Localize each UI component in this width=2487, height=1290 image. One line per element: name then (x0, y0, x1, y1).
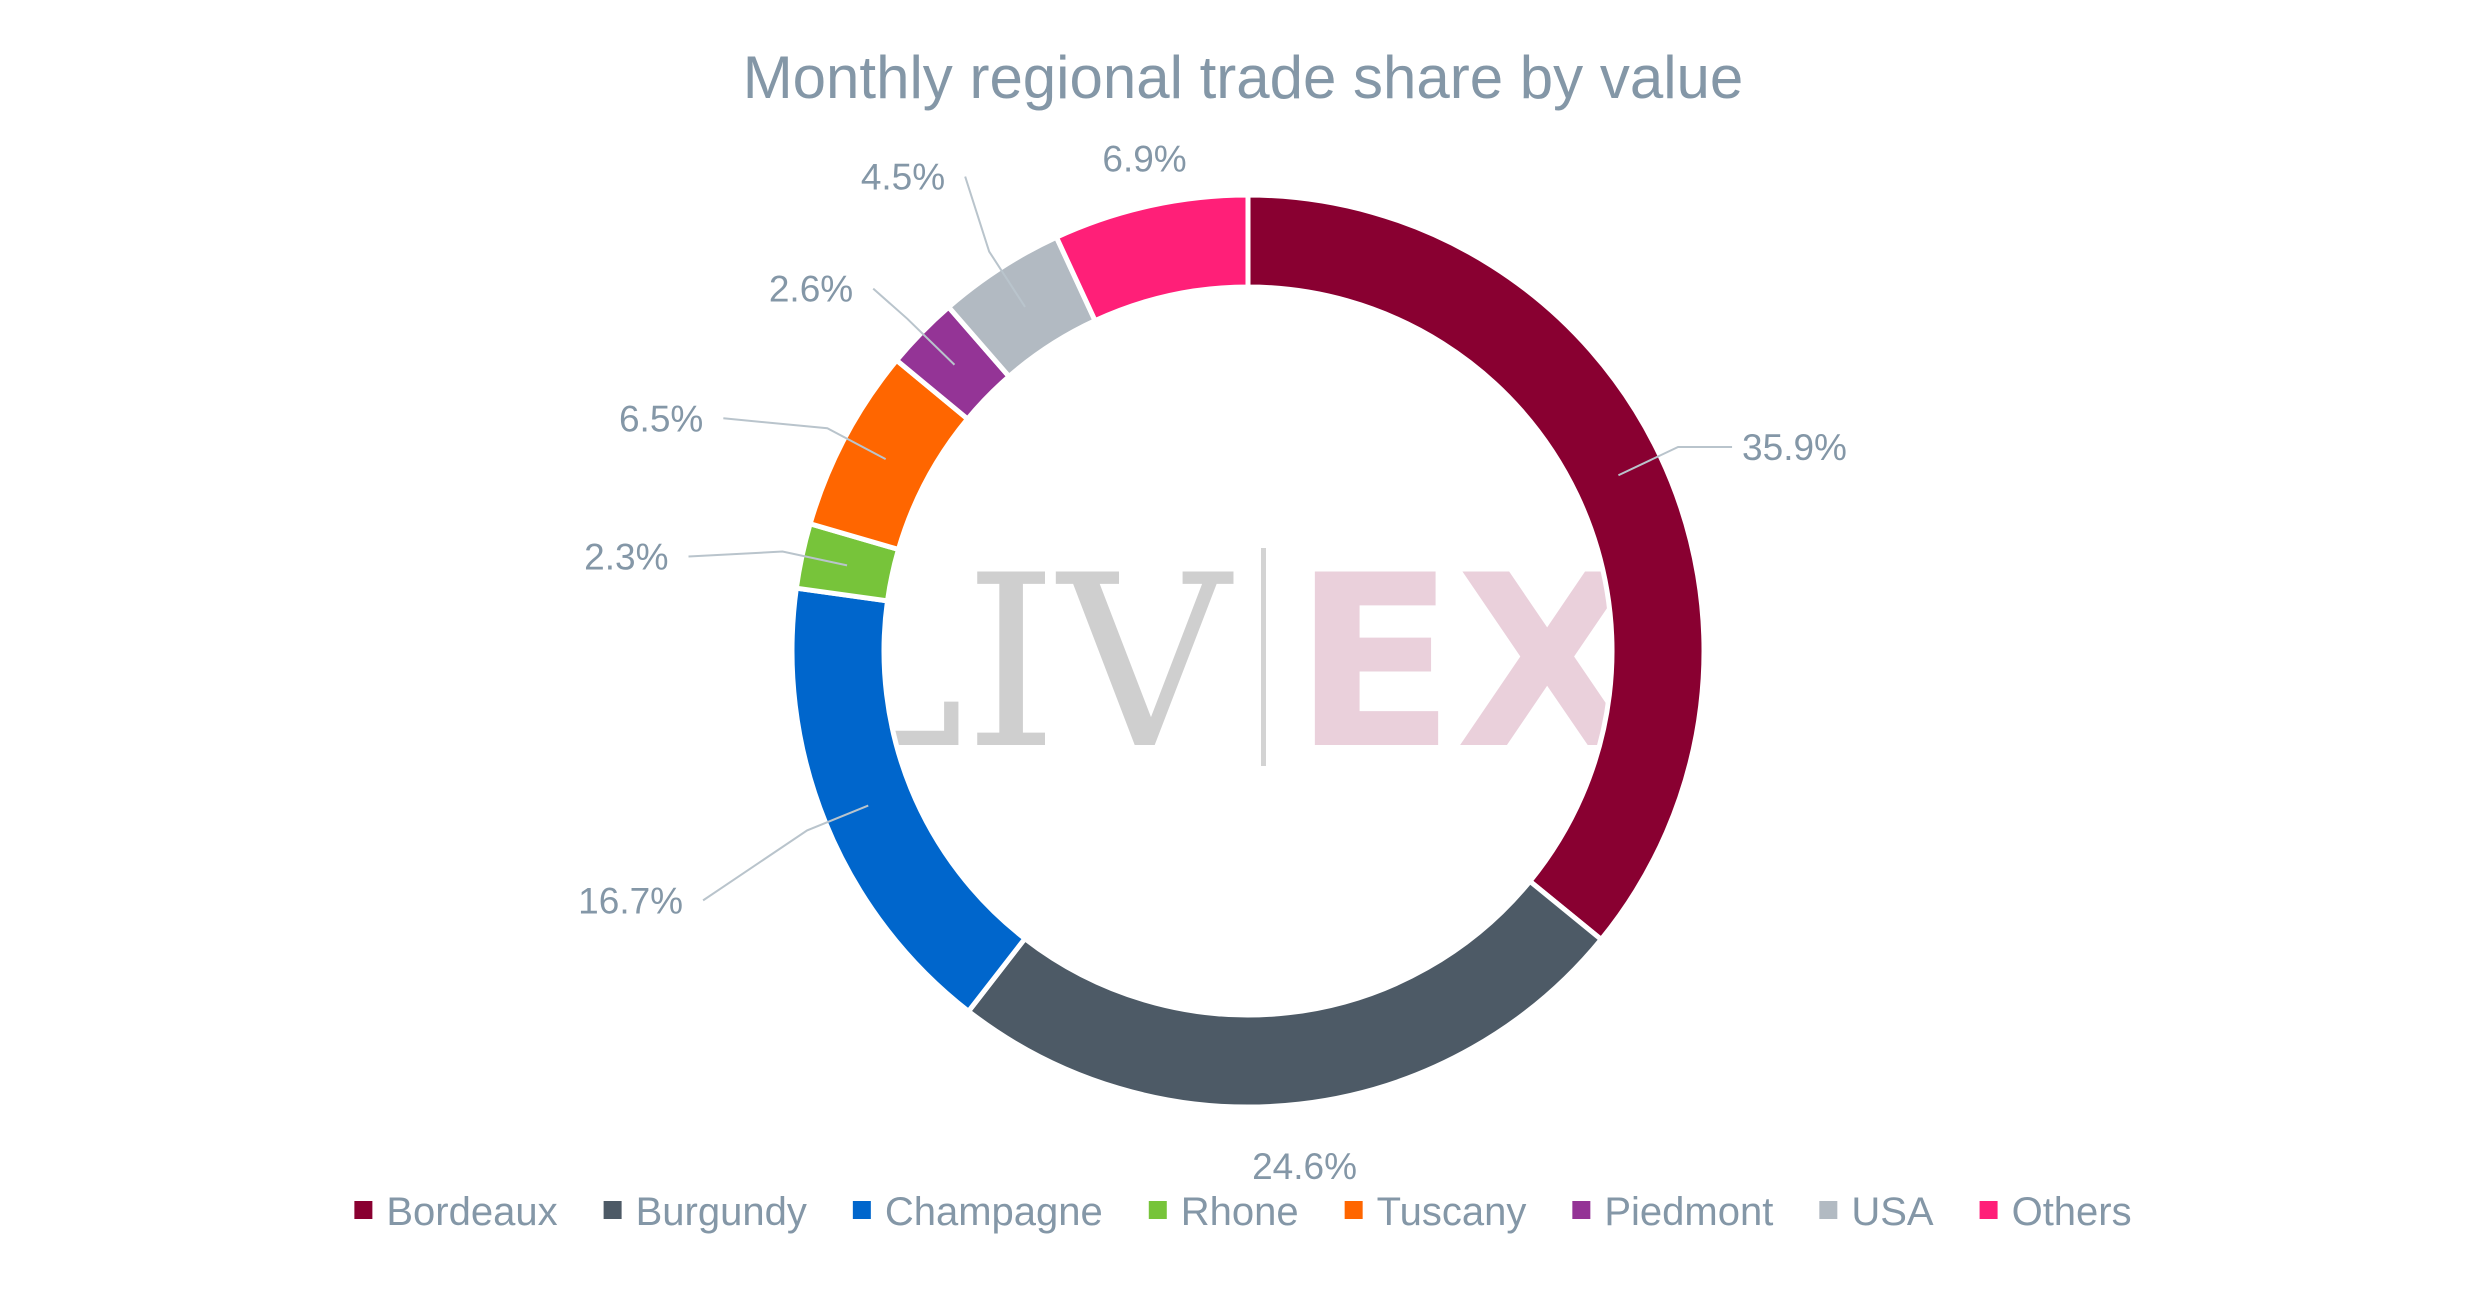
slice-others (1053, 192, 1251, 324)
legend-label-champagne: Champagne (885, 1190, 1103, 1234)
legend-label-burgundy: Burgundy (636, 1190, 807, 1234)
legend-item-burgundy: Burgundy (603, 1190, 807, 1234)
legend-label-others: Others (2012, 1190, 2132, 1234)
legend-swatch-usa (1819, 1201, 1838, 1219)
data-labels: 35.9% 24.6% 16.7% 2.3% 6.5% 2.6% 4.5% 6.9% (578, 138, 1847, 1187)
legend-swatch-piedmont (1572, 1201, 1591, 1219)
watermark-divider (1261, 548, 1266, 766)
legend-label-bordeaux: Bordeaux (386, 1190, 557, 1234)
legend-swatch-champagne (852, 1201, 871, 1219)
donut-slices (789, 192, 1707, 1110)
leader-line-piedmont (872, 287, 956, 366)
leader-line-bordeaux (1618, 445, 1733, 477)
legend-label-tuscany: Tuscany (1377, 1190, 1527, 1234)
leader-line-tuscany (723, 417, 887, 461)
legend-item-piedmont: Piedmont (1572, 1190, 1773, 1234)
leader-line-champagne (702, 804, 869, 902)
data-label-champagne: 16.7% (578, 880, 683, 921)
legend-swatch-rhone (1148, 1201, 1167, 1219)
legend-swatch-tuscany (1344, 1201, 1363, 1219)
legend-label-usa: USA (1851, 1190, 1934, 1234)
legend-swatch-bordeaux (354, 1201, 373, 1219)
data-label-usa: 4.5% (861, 157, 945, 198)
legend-item-bordeaux: Bordeaux (354, 1190, 558, 1234)
watermark-logo: LIV EX (806, 525, 1639, 802)
legend-label-rhone: Rhone (1181, 1190, 1299, 1234)
leader-line-rhone (688, 550, 848, 567)
watermark-ex: EX (1293, 525, 1639, 802)
data-label-rhone: 2.3% (584, 537, 668, 578)
legend-item-usa: USA (1819, 1190, 1934, 1234)
legend-swatch-burgundy (603, 1201, 622, 1219)
legend-item-others: Others (1979, 1190, 2132, 1234)
data-label-piedmont: 2.6% (769, 269, 853, 310)
data-label-tuscany: 6.5% (619, 398, 703, 439)
legend-swatch-others (1979, 1201, 1998, 1219)
slice-burgundy (965, 877, 1605, 1110)
data-label-burgundy: 24.6% (1252, 1146, 1357, 1187)
legend-item-rhone: Rhone (1148, 1190, 1299, 1234)
slice-bordeaux (1245, 192, 1707, 943)
legend-item-champagne: Champagne (852, 1190, 1103, 1234)
data-label-others: 6.9% (1102, 138, 1186, 179)
leader-lines (688, 176, 1733, 902)
legend-label-piedmont: Piedmont (1604, 1190, 1773, 1234)
chart-title: Monthly regional trade share by value (743, 44, 1744, 111)
data-label-bordeaux: 35.9% (1742, 427, 1847, 468)
legend-item-tuscany: Tuscany (1344, 1190, 1527, 1234)
legend: Bordeaux Burgundy Champagne Rhone Tuscany Pie… (354, 1190, 2132, 1234)
leader-line-usa (964, 176, 1026, 308)
